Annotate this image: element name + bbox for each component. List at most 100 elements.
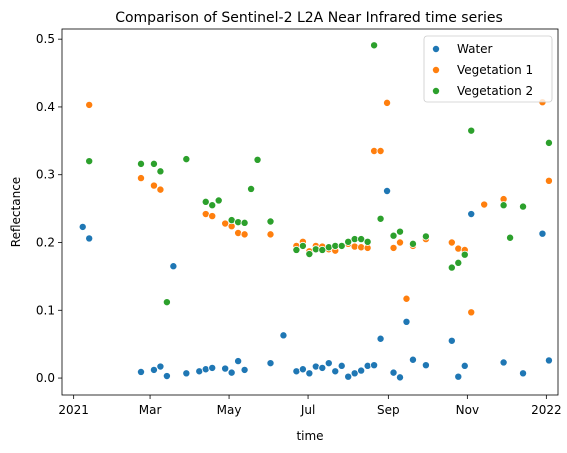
point-vegetation-2 [506,233,515,242]
series-vegetation-1 [85,98,553,317]
point-water [421,361,430,370]
point-water [221,364,230,373]
point-water [370,361,379,370]
point-water [266,359,275,368]
point-water [337,361,346,370]
x-tick-label: Jul [300,403,315,417]
point-water [408,355,417,364]
point-vegetation-2 [370,41,379,50]
point-vegetation-2 [311,245,320,254]
legend-marker-vegetation-1 [431,66,440,75]
series-vegetation-2 [85,41,553,307]
point-water [182,369,191,378]
x-tick-label: May [217,403,242,417]
point-water [499,358,508,367]
point-vegetation-2 [421,232,430,241]
point-water [318,363,327,372]
point-vegetation-1 [240,230,249,239]
y-axis: 0.0 0.1 0.2 0.3 0.4 0.5 [36,32,62,385]
y-tick-label: 0.5 [36,32,55,46]
y-tick-label: 0.3 [36,168,55,182]
y-tick-label: 0.2 [36,236,55,250]
point-water [538,229,547,238]
point-vegetation-2 [85,157,94,166]
point-water [85,234,94,243]
data-points [78,41,553,382]
point-vegetation-2 [460,250,469,259]
point-water [396,373,405,382]
point-vegetation-2 [201,197,210,206]
point-vegetation-1 [376,146,385,155]
chart-title: Comparison of Sentinel-2 L2A Near Infrar… [115,10,503,26]
point-vegetation-2 [149,159,158,168]
point-water [357,366,366,375]
point-vegetation-2 [253,155,262,164]
point-vegetation-2 [240,218,249,227]
x-tick-label: 2021 [58,403,89,417]
x-axis: 2021 Mar May Jul Sep Nov 2022 [58,395,562,417]
x-axis-label: time [296,429,323,443]
point-vegetation-1 [402,294,411,303]
point-vegetation-2 [182,155,191,164]
point-water [240,365,249,374]
y-tick-label: 0.1 [36,303,55,317]
point-vegetation-2 [408,239,417,248]
point-vegetation-1 [480,200,489,209]
point-vegetation-2 [208,201,217,210]
point-vegetation-1 [396,238,405,247]
point-vegetation-2 [337,241,346,250]
point-vegetation-1 [234,229,243,238]
point-water [383,186,392,195]
point-water [169,262,178,271]
point-vegetation-2 [363,237,372,246]
point-water [156,362,165,371]
point-vegetation-1 [136,174,145,183]
point-water [162,372,171,381]
x-tick-label: 2022 [531,403,562,417]
point-vegetation-1 [383,98,392,107]
point-vegetation-2 [136,159,145,168]
point-vegetation-1 [350,242,359,251]
legend: Water Vegetation 1 Vegetation 2 [423,35,553,103]
y-axis-label: Reflectance [9,177,23,247]
point-water [344,372,353,381]
point-vegetation-2 [266,217,275,226]
point-vegetation-1 [85,100,94,109]
point-water [78,222,87,231]
point-water [544,356,553,365]
point-water [467,210,476,219]
point-vegetation-1 [266,230,275,239]
point-vegetation-2 [544,138,553,147]
point-vegetation-1 [389,243,398,252]
legend-marker-vegetation-2 [431,87,440,96]
point-water [201,365,210,374]
point-water [454,372,463,381]
point-water [363,361,372,370]
point-water [402,317,411,326]
point-water [279,331,288,340]
point-water [311,362,320,371]
point-vegetation-2 [389,231,398,240]
point-vegetation-2 [162,298,171,307]
x-tick-label: Sep [377,403,400,417]
point-vegetation-1 [467,308,476,317]
point-water [227,368,236,377]
point-vegetation-2 [454,258,463,267]
point-vegetation-1 [149,181,158,190]
point-vegetation-2 [292,245,301,254]
point-water [234,357,243,366]
x-tick-label: Nov [456,403,479,417]
point-water [208,363,217,372]
series-water [78,186,553,382]
point-vegetation-1 [156,185,165,194]
point-water [324,359,333,368]
point-water [136,367,145,376]
point-vegetation-2 [156,167,165,176]
point-vegetation-2 [376,214,385,223]
point-water [389,368,398,377]
point-water [305,369,314,378]
y-tick-label: 0.0 [36,371,55,385]
point-vegetation-1 [208,212,217,221]
legend-label-water: Water [457,42,493,56]
